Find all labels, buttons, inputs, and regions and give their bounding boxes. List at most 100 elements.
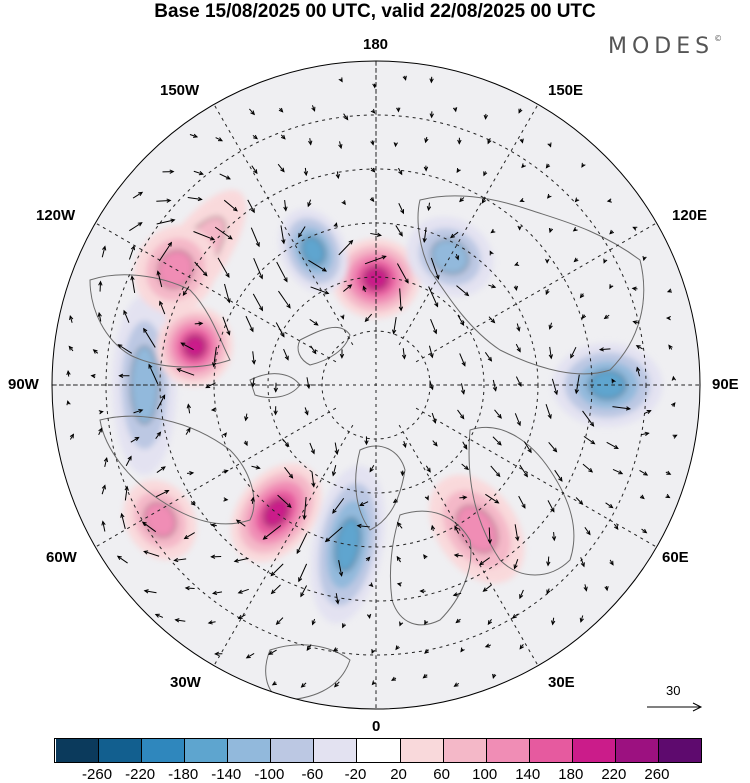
colorbar-bin-11 <box>529 739 573 762</box>
wind-vector-73 <box>548 228 554 234</box>
wind-vectors <box>66 75 678 688</box>
wind-vector-229 <box>554 469 563 482</box>
wind-vector-17 <box>280 134 286 140</box>
wind-vector-280 <box>338 560 344 577</box>
wind-vector-301 <box>482 584 492 592</box>
wind-vector-59 <box>129 222 143 232</box>
wind-vector-223 <box>369 465 375 473</box>
wind-vector-270 <box>584 527 591 536</box>
wind-vector-183 <box>304 407 309 416</box>
wind-vector-15 <box>215 137 224 142</box>
wind-vector-31 <box>277 163 285 173</box>
colorbar-bin-1 <box>99 739 143 762</box>
wind-vector-260 <box>262 525 282 540</box>
lon-label-90e: 90E <box>712 376 739 393</box>
wind-vector-324 <box>306 644 312 651</box>
meridian-210 <box>213 104 354 346</box>
wind-vector-123 <box>275 322 285 338</box>
wind-vector-141 <box>180 342 194 351</box>
wind-vector-192 <box>671 402 676 408</box>
wind-vector-87 <box>396 263 409 284</box>
wind-vector-220 <box>284 466 294 479</box>
colorbar-bin-8 <box>400 739 444 762</box>
wind-vector-228 <box>519 464 528 478</box>
wind-vector-168 <box>492 379 498 392</box>
wind-vector-281 <box>365 556 371 562</box>
wind-vector-147 <box>401 348 407 360</box>
wind-vector-218 <box>221 469 229 474</box>
wind-vector-296 <box>335 593 340 605</box>
wind-vector-199 <box>243 440 248 447</box>
wind-vector-55 <box>519 197 525 203</box>
wind-vector-152 <box>548 346 553 360</box>
wind-vector-86 <box>364 255 387 265</box>
wind-vector-336 <box>391 676 397 681</box>
wind-vector-234 <box>101 484 106 495</box>
wind-vector-314 <box>399 621 404 627</box>
wind-vector-230 <box>582 463 594 473</box>
wind-vector-16 <box>252 134 258 140</box>
wind-vector-7 <box>343 113 349 121</box>
wind-vector-72 <box>517 225 522 231</box>
wind-vector-49 <box>341 200 346 206</box>
wind-vector-23 <box>457 137 462 145</box>
wind-vector-117 <box>97 311 102 322</box>
meridian-lines <box>52 61 700 709</box>
wind-vector-328 <box>424 649 429 654</box>
colorbar-tick-13: 260 <box>644 766 670 783</box>
meridian-120 <box>415 222 657 363</box>
wind-vector-89 <box>454 253 460 261</box>
wind-vector-214 <box>103 456 109 467</box>
wind-vector-339 <box>492 673 497 679</box>
wind-vector-242 <box>332 497 345 514</box>
wind-vector-261 <box>296 533 308 555</box>
wind-vector-136 <box>665 315 671 321</box>
wind-vector-289 <box>609 559 614 566</box>
wind-vector-116 <box>69 314 74 323</box>
wind-vector-3 <box>429 76 434 84</box>
wind-vector-96 <box>98 280 103 292</box>
wind-vector-308 <box>207 620 216 625</box>
wind-vector-266 <box>454 525 460 534</box>
wind-vector-32 <box>303 167 309 177</box>
wind-vector-253 <box>665 493 671 499</box>
wind-vector-284 <box>453 553 463 558</box>
wind-vector-330 <box>484 643 492 648</box>
anomaly-contour-10-4 <box>184 335 206 358</box>
wind-vector-160 <box>148 363 159 385</box>
wind-vector-235 <box>124 485 129 501</box>
wind-vector-257 <box>183 532 195 540</box>
wind-vector-295 <box>300 585 308 598</box>
wind-vector-275 <box>173 557 187 563</box>
wind-vector-187 <box>514 413 521 427</box>
wind-vector-35 <box>398 167 403 176</box>
wind-vector-36 <box>423 165 429 172</box>
wind-vector-90 <box>489 250 494 256</box>
wind-vector-206 <box>462 441 468 450</box>
wind-vector-306 <box>154 613 164 618</box>
lon-label-150w: 150W <box>160 82 200 99</box>
wind-vector-331 <box>519 643 524 650</box>
wind-vector-18 <box>308 138 313 146</box>
wind-vector-233 <box>665 470 672 475</box>
wind-vector-169 <box>515 376 522 387</box>
wind-vector-84 <box>308 259 328 272</box>
map-title: Base 15/08/2025 00 UTC, valid 22/08/2025… <box>154 1 596 22</box>
wind-vector-66 <box>333 222 338 228</box>
colorbar-frame <box>54 738 702 763</box>
wind-vector-278 <box>270 563 284 577</box>
wind-vector-75 <box>609 229 614 235</box>
wind-vector-80 <box>194 261 208 277</box>
wind-vector-74 <box>572 226 578 232</box>
coastlines <box>89 195 645 701</box>
wind-vector-151 <box>515 343 521 353</box>
wind-vector-263 <box>356 523 370 529</box>
wind-vector-10 <box>429 111 434 119</box>
colorbar-bin-10 <box>486 739 530 762</box>
wind-vector-227 <box>490 465 501 478</box>
wind-vector-164 <box>273 382 279 393</box>
wind-vector-219 <box>251 465 261 470</box>
wind-vector-25 <box>519 138 524 144</box>
wind-vector-19 <box>338 141 343 150</box>
colorbar-tick-4: -100 <box>254 766 285 783</box>
